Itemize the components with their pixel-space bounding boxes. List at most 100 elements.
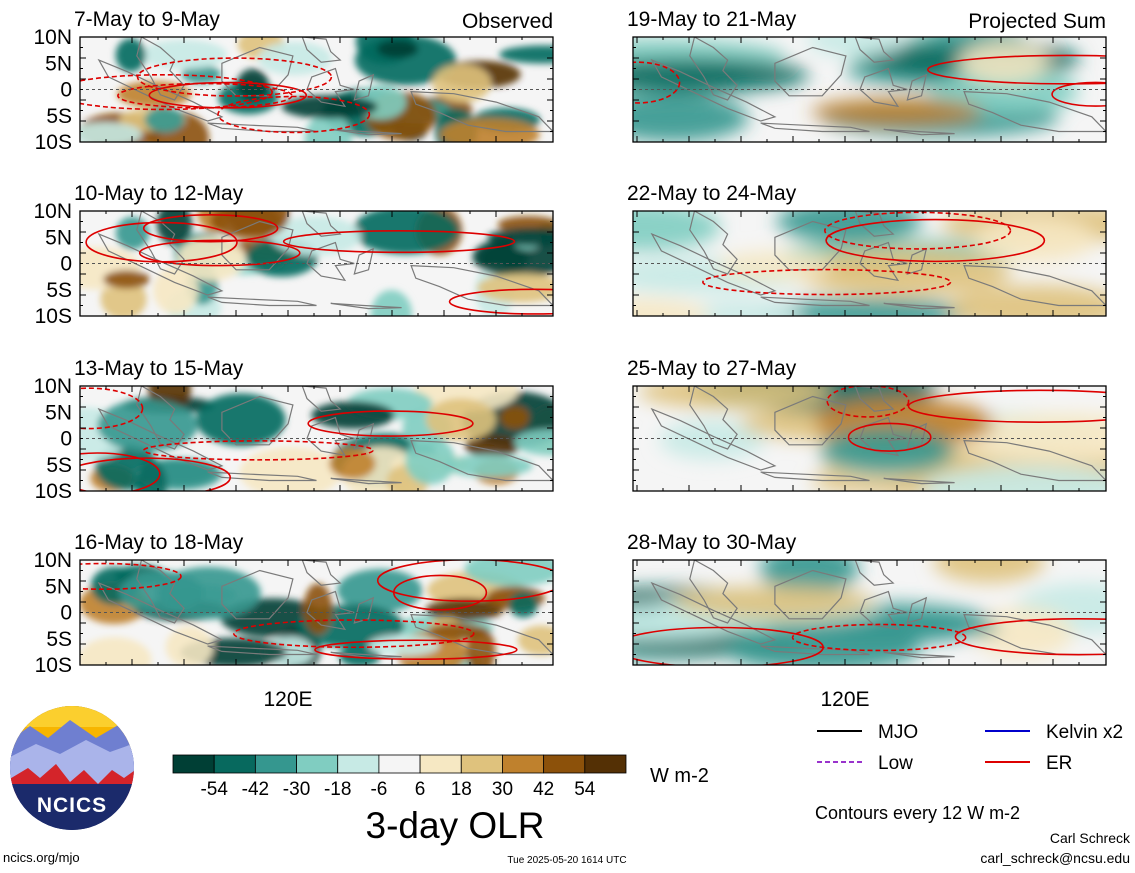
lat-tick-label: 0 — [60, 79, 72, 102]
er-contour — [80, 73, 273, 111]
coastline — [207, 471, 317, 482]
er-contour — [80, 452, 161, 491]
colorbar-swatch — [254, 754, 297, 774]
coastline — [883, 477, 955, 485]
coastline — [410, 90, 553, 133]
coastline — [301, 37, 342, 63]
lat-tick-label: 5N — [45, 52, 72, 75]
er-contour — [376, 560, 553, 602]
coastline — [330, 477, 402, 485]
colorbar-title: 3-day OLR — [366, 805, 545, 846]
lat-tick-label: 10N — [33, 375, 72, 398]
coastline — [136, 560, 185, 624]
er-contour — [702, 268, 952, 296]
panel-title: 28-May to 30-May — [627, 531, 797, 554]
lat-tick-label: 10S — [35, 654, 72, 677]
coastline — [330, 651, 402, 659]
colorbar-tick-label: 18 — [451, 779, 472, 800]
coastline — [301, 386, 342, 412]
panel-title: 13-May to 15-May — [74, 357, 244, 380]
lat-tick-label: 5N — [45, 226, 72, 249]
er-contour — [136, 57, 333, 97]
coastline — [650, 58, 777, 122]
colorbar-units: W m-2 — [650, 765, 709, 787]
er-contour — [633, 626, 824, 665]
lat-tick-label: 10S — [35, 305, 72, 328]
colorbar-tick-label: -42 — [242, 779, 269, 800]
coastline — [854, 560, 895, 586]
panel-tag: Projected Sum — [968, 10, 1106, 33]
er-contour — [954, 618, 1106, 656]
er-contour — [217, 95, 371, 134]
coastline — [854, 37, 895, 63]
coastline — [410, 439, 553, 482]
er-contour — [282, 230, 516, 254]
legend-label-kelvin: Kelvin x2 — [1046, 722, 1123, 743]
er-contour — [138, 239, 301, 267]
coastline — [650, 407, 777, 471]
colorbar-tick-label: 6 — [415, 779, 426, 800]
coastline — [774, 395, 847, 446]
coastline — [774, 569, 847, 620]
lat-tick-label: 10S — [35, 131, 72, 154]
coastline — [353, 422, 375, 450]
map-panel: 7-May to 9-May Observed 10N 5N 0 5S 10S — [33, 8, 554, 154]
er-contour — [142, 214, 279, 243]
er-contour — [148, 81, 308, 109]
panel-title: 10-May to 12-May — [74, 182, 244, 205]
er-contour — [633, 61, 681, 104]
coastline — [854, 211, 895, 237]
lat-tick-label: 5S — [46, 279, 72, 302]
contours-note: Contours every 12 W m-2 — [815, 803, 1020, 823]
coastline — [353, 247, 375, 275]
coastline — [906, 73, 928, 101]
colorbar-swatch — [584, 754, 627, 774]
er-contour — [927, 54, 1106, 85]
lat-tick-label: 5S — [46, 454, 72, 477]
lat-tick-label: 5N — [45, 575, 72, 598]
coastline — [207, 296, 317, 307]
er-contour — [825, 218, 1046, 263]
lon-tick-label-right: 120E — [820, 688, 869, 711]
coastline — [353, 596, 375, 624]
lat-tick-label: 10S — [35, 480, 72, 503]
ncics-logo: NCICS — [10, 706, 134, 830]
er-contour — [907, 389, 1106, 423]
lat-tick-label: 10N — [33, 26, 72, 49]
lat-tick-label: 0 — [60, 428, 72, 451]
footer-site: ncics.org/mjo — [3, 850, 80, 865]
er-contour — [392, 574, 488, 611]
logo-wordmark: NCICS — [37, 794, 107, 817]
colorbar-swatch — [378, 754, 421, 774]
map-panel: 19-May to 21-May Projected Sum — [627, 8, 1107, 143]
coastline — [906, 247, 928, 275]
panel-title: 25-May to 27-May — [627, 357, 797, 380]
coastline — [859, 590, 908, 631]
legend-label-mjo: MJO — [878, 722, 918, 743]
map-panel: 28-May to 30-May — [627, 531, 1107, 666]
er-contour — [791, 623, 967, 652]
legend: MJO Kelvin x2 Low ER Contours every 12 W… — [815, 722, 1123, 823]
lat-tick-label: 10N — [33, 549, 72, 572]
er-contour — [80, 457, 232, 491]
coastline — [221, 395, 294, 446]
lon-tick-label-left: 120E — [263, 688, 312, 711]
coastline — [650, 581, 777, 645]
lat-tick-label: 0 — [60, 253, 72, 276]
er-contour — [847, 422, 932, 452]
coastline — [136, 211, 185, 275]
coastline — [689, 560, 738, 624]
panel-title: 22-May to 24-May — [627, 182, 797, 205]
coastline — [854, 386, 895, 412]
lat-tick-label: 5N — [45, 401, 72, 424]
er-contour — [824, 211, 1012, 250]
colorbar-swatch — [172, 754, 215, 774]
footer-email: carl_schreck@ncsu.edu — [980, 850, 1130, 866]
coastline — [330, 128, 402, 136]
map-panel: 25-May to 27-May — [627, 357, 1107, 492]
colorbar-swatch — [296, 754, 339, 774]
coastline — [760, 471, 870, 482]
coastline — [207, 645, 317, 656]
